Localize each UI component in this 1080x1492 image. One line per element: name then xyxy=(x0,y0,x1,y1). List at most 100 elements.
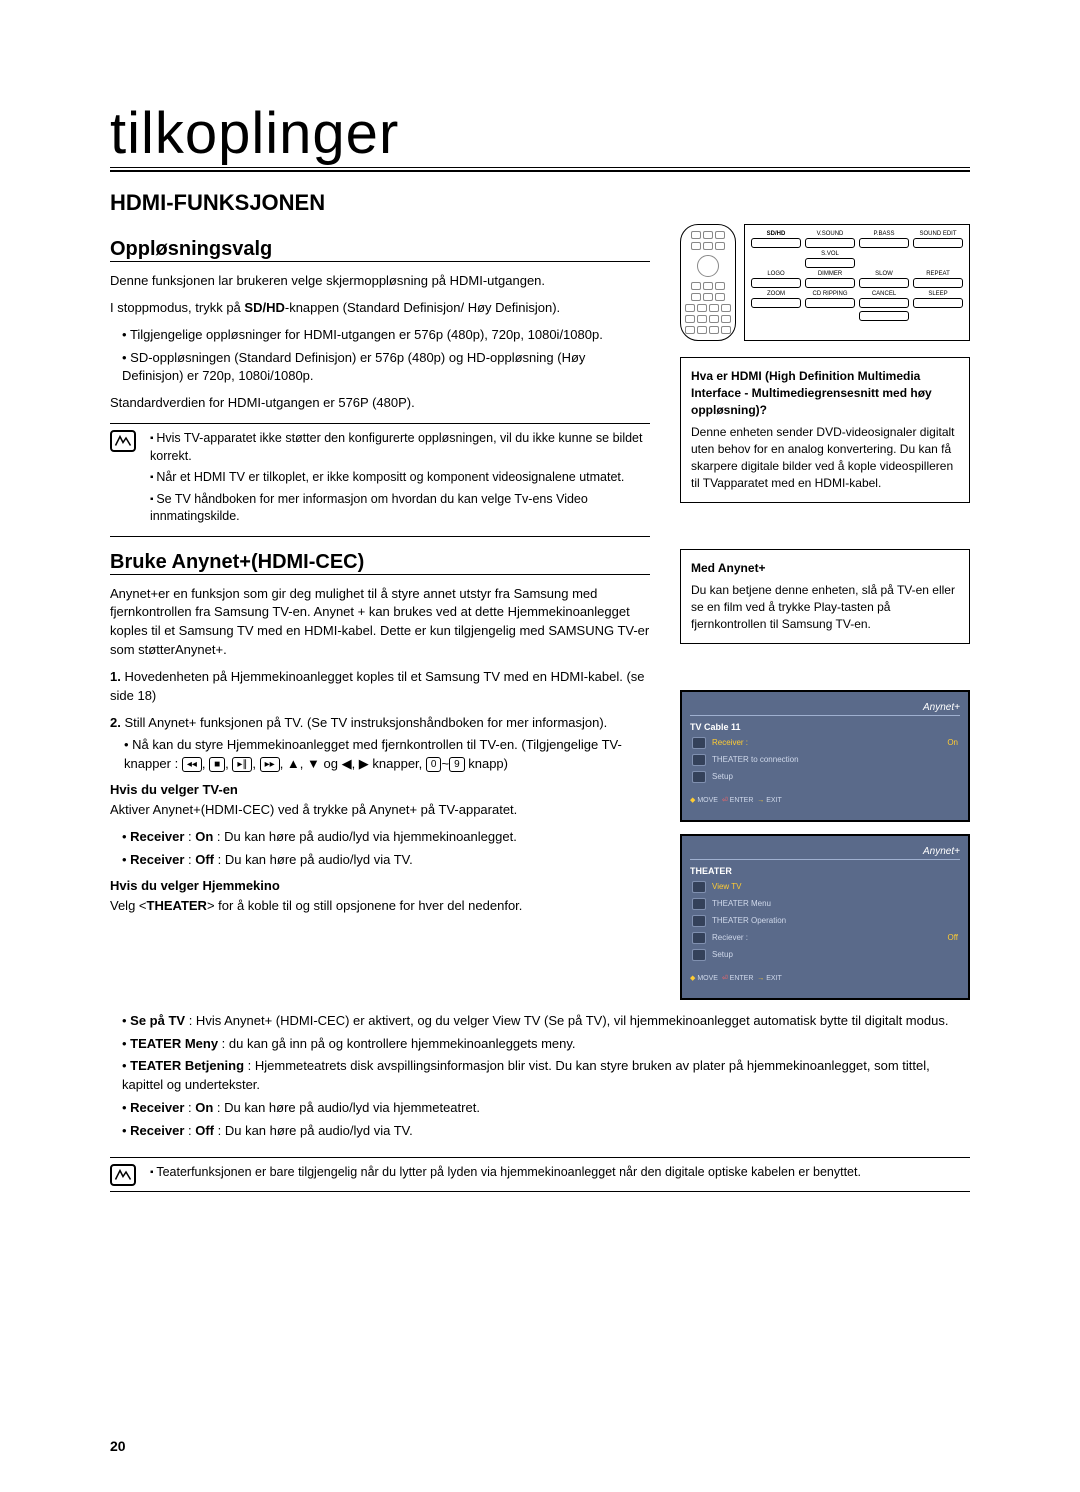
tv-b2-c: : xyxy=(184,852,195,867)
tv-b1-r: Receiver xyxy=(130,829,184,844)
hj-p1c: > for å koble til og still opsjonene for… xyxy=(207,898,522,913)
tv2-head: THEATER xyxy=(690,866,960,876)
page-number: 20 xyxy=(110,1438,126,1454)
bullet-2: SD-oppløsningen (Standard Definisjon) er… xyxy=(122,349,650,387)
n2-knapper: knapper, xyxy=(369,756,426,771)
note-1c: Se TV håndboken for mer informasjon om h… xyxy=(150,491,650,526)
note-box-1: Hvis TV-apparatet ikke støtter den konfi… xyxy=(110,423,650,537)
tv-b1-c: : xyxy=(184,829,195,844)
bullet-1: Tilgjengelige oppløsninger for HDMI-utga… xyxy=(122,326,650,345)
tv-select-bullets: Receiver : On : Du kan høre på audio/lyd… xyxy=(110,828,650,870)
tv1-foot: ◆ MOVE ⏎ ENTER → EXIT xyxy=(690,796,960,804)
para-4: Anynet+er en funksjon som gir deg muligh… xyxy=(110,585,650,660)
tv-b1: Receiver : On : Du kan høre på audio/lyd… xyxy=(122,828,650,847)
btn-zoom: ZOOM xyxy=(751,291,801,297)
n2sub-end: knapp) xyxy=(465,756,508,771)
btn-sdhd: SD/HD xyxy=(751,231,801,248)
tv-b2-d: : Du kan høre på audio/lyd via TV. xyxy=(214,852,413,867)
bullet-list-1: Tilgjengelige oppløsninger for HDMI-utga… xyxy=(110,326,650,387)
sidebox-anynet: Med Anynet+ Du kan betjene denne enheten… xyxy=(680,549,970,644)
key-0: 0 xyxy=(426,757,442,772)
note-icon-2 xyxy=(110,1164,136,1186)
btn-slow: SLOW xyxy=(859,271,909,277)
tv-menu-1: Anynet+ TV Cable 11 Receiver :OnTHEATER … xyxy=(680,690,970,822)
sidebox-hdmi-title: Hva er HDMI (High Definition Multimedia … xyxy=(691,368,959,418)
num-2-text: Still Anynet+ funksjonen på TV. (Se TV i… xyxy=(124,715,607,730)
fb2: TEATER Meny : du kan gå inn på og kontro… xyxy=(122,1035,970,1054)
sidebox-anynet-title: Med Anynet+ xyxy=(691,560,959,577)
key-stop: ■ xyxy=(209,757,225,772)
remote-diagram: SD/HD V.SOUND P.BASS SOUND EDIT S.VOL LO… xyxy=(680,224,970,341)
num-2-sub: Nå kan du styre Hjemmekinoanlegget med f… xyxy=(124,736,650,774)
fb1b: : Hvis Anynet+ (HDMI-CEC) er aktivert, o… xyxy=(185,1013,948,1028)
fb1a: Se på TV xyxy=(130,1013,185,1028)
fb4-on: On xyxy=(195,1100,213,1115)
tv-menu-2: Anynet+ THEATER View TVTHEATER MenuTHEAT… xyxy=(680,834,970,1000)
subsection-2: Bruke Anynet+(HDMI-CEC) xyxy=(110,551,650,575)
fb5-d: : Du kan høre på audio/lyd via TV. xyxy=(214,1123,413,1138)
fb1: Se på TV : Hvis Anynet+ (HDMI-CEC) er ak… xyxy=(122,1012,970,1031)
page-title: tilkoplinger xyxy=(110,100,970,167)
tv-row: Receiver :On xyxy=(690,736,960,750)
tv-select-heading: Hvis du velger TV-en xyxy=(110,782,650,797)
tv-b2-r: Receiver xyxy=(130,852,184,867)
btn-cancel: CANCEL xyxy=(859,291,909,297)
btn-pbass: P.BASS xyxy=(859,231,909,237)
fb3: TEATER Betjening : Hjemmeteatrets disk a… xyxy=(122,1057,970,1095)
fb5: Receiver : Off : Du kan høre på audio/ly… xyxy=(122,1122,970,1141)
num-1-text: Hovedenheten på Hjemmekinoanlegget kople… xyxy=(110,669,645,703)
tv-b2-off: Off xyxy=(195,852,214,867)
tv-row: Setup xyxy=(690,770,960,784)
tv2-foot: ◆ MOVE ⏎ ENTER → EXIT xyxy=(690,974,960,982)
subsection-1-title: Oppløsningsvalg xyxy=(110,238,272,260)
para-1: Denne funksjonen lar brukeren velge skje… xyxy=(110,272,650,291)
tv-row: THEATER to connection xyxy=(690,753,960,767)
fb5-off: Off xyxy=(195,1123,214,1138)
fb4: Receiver : On : Du kan høre på audio/lyd… xyxy=(122,1099,970,1118)
tv-b1-d: : Du kan høre på audio/lyd via hjemmekin… xyxy=(213,829,517,844)
tv-row: View TV xyxy=(690,880,960,894)
numbered-list: 1. Hovedenheten på Hjemmekinoanlegget ko… xyxy=(110,668,650,774)
key-ff: ▸▸ xyxy=(260,757,280,772)
key-play: ▸∥ xyxy=(232,757,252,772)
hj-p1b: THEATER xyxy=(147,898,207,913)
key-9: 9 xyxy=(449,757,465,772)
fb2a: TEATER Meny xyxy=(130,1036,218,1051)
tv1-brand: Anynet+ xyxy=(690,702,960,713)
tv-row: Setup xyxy=(690,948,960,962)
btn-logo: LOGO xyxy=(751,271,801,277)
fb4-d: : Du kan høre på audio/lyd via hjemmetea… xyxy=(213,1100,480,1115)
btn-sedit: SOUND EDIT xyxy=(913,231,963,237)
section-heading: HDMI-FUNKSJONEN xyxy=(110,190,970,216)
note-icon xyxy=(110,430,136,452)
remote-outline xyxy=(680,224,736,341)
fb5-r: Receiver xyxy=(130,1123,184,1138)
n2-og: og xyxy=(324,756,342,771)
tv2-brand: Anynet+ xyxy=(690,846,960,857)
sidebox-hdmi: Hva er HDMI (High Definition Multimedia … xyxy=(680,357,970,503)
remote-button-grid: SD/HD V.SOUND P.BASS SOUND EDIT S.VOL LO… xyxy=(744,224,970,341)
key-rew: ◂◂ xyxy=(182,757,202,772)
note-1a: Hvis TV-apparatet ikke støtter den konfi… xyxy=(150,430,650,465)
note-1b: Når et HDMI TV er tilkoplet, er ikke kom… xyxy=(150,469,650,487)
para-3: Standardverdien for HDMI-utgangen er 576… xyxy=(110,394,650,413)
para-2c: -knappen (Standard Definisjon/ Høy Defin… xyxy=(285,300,560,315)
btn-cdrip: CD RIPPING xyxy=(805,291,855,297)
note-box-2: Teaterfunksjonen er bare tilgjengelig nå… xyxy=(110,1157,970,1193)
fb4-r: Receiver xyxy=(130,1100,184,1115)
hj-select-heading: Hvis du velger Hjemmekino xyxy=(110,878,650,893)
hj-select-para: Velg <THEATER> for å koble til og still … xyxy=(110,897,650,916)
subsection-1: Oppløsningsvalg xyxy=(110,238,650,262)
para-2a: I stoppmodus, trykk på xyxy=(110,300,244,315)
para-2b: SD/HD xyxy=(244,300,284,315)
title-rule-1 xyxy=(110,167,970,168)
title-rule-2 xyxy=(110,170,970,172)
fb3a: TEATER Betjening xyxy=(130,1058,244,1073)
tv-b2: Receiver : Off : Du kan høre på audio/ly… xyxy=(122,851,650,870)
sidebox-anynet-body: Du kan betjene denne enheten, slå på TV-… xyxy=(691,582,959,632)
full-bullets: Se på TV : Hvis Anynet+ (HDMI-CEC) er ak… xyxy=(110,1012,970,1141)
num-item-1: 1. Hovedenheten på Hjemmekinoanlegget ko… xyxy=(110,668,650,706)
para-2: I stoppmodus, trykk på SD/HD-knappen (St… xyxy=(110,299,650,318)
sidebox-hdmi-body: Denne enheten sender DVD-videosignaler d… xyxy=(691,424,959,491)
num-item-2: 2. Still Anynet+ funksjonen på TV. (Se T… xyxy=(110,714,650,775)
